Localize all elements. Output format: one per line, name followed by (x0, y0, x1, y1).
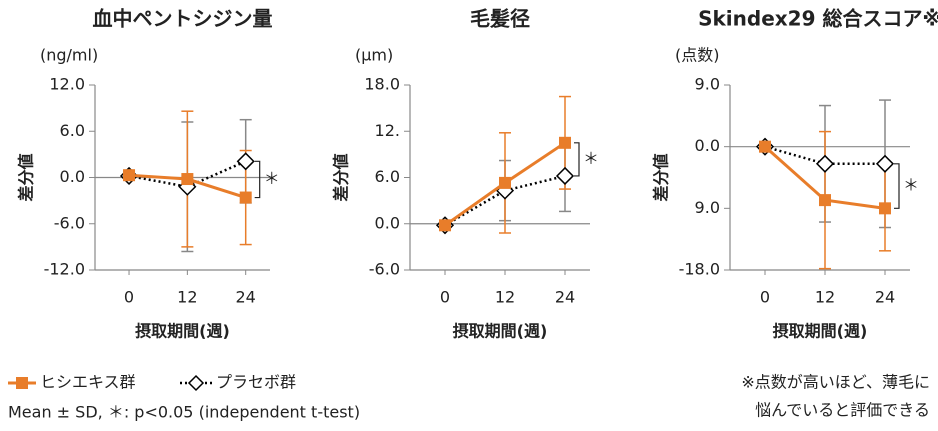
x-axis-label: 摂取期間(週) (453, 322, 548, 341)
significance-bracket (894, 163, 900, 209)
y-axis-label: 差分値 (17, 153, 36, 201)
legend-label: ヒシエキス群 (40, 373, 136, 392)
x-tick-label: 12 (177, 288, 197, 307)
y-tick-label: 18.0 (364, 75, 400, 94)
series-line (764, 145, 885, 166)
y-axis-label: 差分値 (652, 153, 671, 201)
point (879, 202, 891, 215)
y-tick-label: 12.0 (49, 75, 85, 94)
x-tick-label: 12 (495, 288, 515, 307)
panel-title: 毛髪径 (470, 7, 530, 31)
point (759, 140, 771, 153)
point (236, 152, 255, 171)
point (239, 191, 252, 204)
y-tick-label: 12. (375, 121, 400, 140)
y-axis-label: 差分値 (332, 153, 351, 201)
x-tick-label: 0 (760, 288, 770, 307)
y-tick-label: -6.0 (369, 260, 400, 279)
point (555, 166, 575, 186)
legend-marker (16, 377, 28, 389)
point (819, 194, 831, 207)
panel-title: 血中ペントシジン量 (93, 7, 273, 31)
legend-marker (187, 374, 205, 392)
point (875, 154, 895, 173)
significance-bracket (254, 160, 261, 199)
footnote: ※点数が高いほど、薄毛に (741, 373, 930, 392)
x-axis-label: 摂取期間(週) (135, 322, 230, 341)
significance-mark: ＊ (583, 149, 599, 168)
point (499, 176, 511, 189)
footnote: 悩んでいると評価できる (755, 401, 930, 420)
series-line (128, 160, 247, 189)
x-tick-label: 0 (124, 288, 134, 307)
significance-mark: ＊ (903, 176, 919, 195)
series-line (444, 174, 566, 227)
y-tick-label: -12.0 (44, 260, 85, 279)
y-tick-label: 9.0 (695, 75, 720, 94)
y-tick-label: 0.0 (60, 167, 85, 186)
stats-note: Mean ± SD, ＊: p<0.05 (independent t-test… (8, 403, 360, 422)
y-tick-label: 0.0 (375, 213, 400, 232)
significance-mark: ＊ (264, 169, 280, 188)
y-unit: (ng/ml) (40, 46, 98, 65)
x-tick-label: 0 (440, 288, 450, 307)
x-tick-label: 24 (236, 288, 256, 307)
panel-title: Skindex29 総合スコア※ (698, 7, 938, 31)
point (439, 219, 451, 232)
x-tick-label: 24 (875, 288, 895, 307)
significance-bracket (574, 142, 580, 177)
y-tick-label: 6.0 (375, 167, 400, 186)
y-tick-label: 0.0 (695, 136, 720, 155)
point (181, 173, 194, 186)
y-tick-label: 6.0 (60, 121, 85, 140)
y-tick-label: 9.0 (695, 198, 720, 217)
y-tick-label: -18.0 (679, 260, 720, 279)
x-tick-label: 24 (555, 288, 575, 307)
x-tick-label: 12 (815, 288, 835, 307)
legend-label: プラセボ群 (216, 373, 296, 392)
y-tick-label: -6.0 (54, 213, 85, 232)
point (123, 169, 136, 182)
x-axis-label: 摂取期間(週) (773, 322, 868, 341)
y-unit: (点数) (675, 46, 720, 65)
point (815, 154, 835, 173)
y-unit: (μm) (355, 46, 393, 65)
point (559, 136, 571, 149)
